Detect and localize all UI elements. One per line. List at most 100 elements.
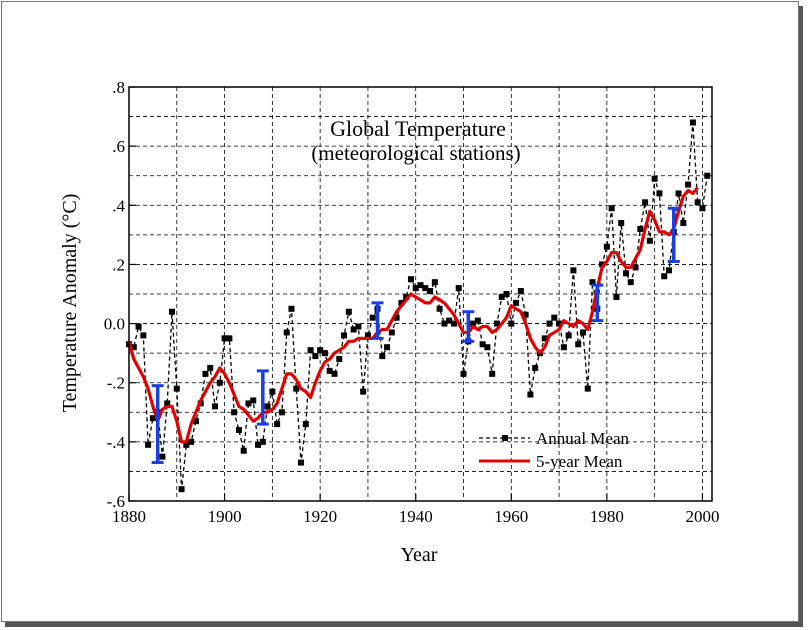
error-bars: [151, 206, 680, 465]
y-tick-label: .6: [112, 137, 125, 156]
annual-mean-point: [149, 415, 156, 422]
annual-mean-point: [336, 356, 343, 363]
annual-mean-point: [250, 397, 257, 404]
annual-mean-point: [685, 181, 692, 188]
annual-mean-point: [680, 220, 687, 227]
annual-mean-point: [169, 308, 176, 315]
annual-mean-point: [532, 364, 539, 371]
y-tick-label: .4: [112, 196, 125, 215]
annual-mean-point: [656, 190, 663, 197]
annual-mean-point: [584, 385, 591, 392]
annual-mean-point: [317, 347, 324, 354]
annual-mean-point: [417, 282, 424, 289]
annual-mean-point: [360, 388, 367, 395]
annual-mean-point: [622, 270, 629, 277]
y-tick-label: 0.0: [104, 315, 125, 334]
annual-mean-point: [298, 459, 305, 466]
annual-mean-point: [159, 453, 166, 460]
annual-mean-point: [513, 299, 520, 306]
annual-mean-point: [522, 311, 529, 318]
five-year-mean-line: [127, 186, 699, 444]
annual-mean-point: [326, 367, 333, 374]
annual-mean-point: [460, 370, 467, 377]
annual-mean-point: [689, 119, 696, 126]
five-year-mean-series: [127, 186, 699, 444]
annual-mean-point: [384, 344, 391, 351]
annual-mean-point: [508, 320, 515, 327]
annual-mean-point: [188, 438, 195, 445]
annual-mean-point: [517, 288, 524, 295]
legend-annual-label: Annual Mean: [536, 429, 630, 448]
annual-mean-point: [312, 353, 319, 360]
annual-mean-point: [565, 332, 572, 339]
annual-mean-point: [259, 438, 266, 445]
annual-mean-point: [642, 199, 649, 206]
x-axis-label: Year: [401, 544, 438, 566]
annual-mean-point: [350, 326, 357, 333]
annual-mean-point: [364, 332, 371, 339]
annual-mean-point: [556, 320, 563, 327]
annual-mean-point: [551, 314, 558, 321]
annual-mean-point: [479, 341, 486, 348]
annual-mean-point: [613, 293, 620, 300]
y-tick-label: .2: [112, 255, 125, 274]
chart-title: Global Temperature: [330, 116, 506, 141]
annual-mean-point: [704, 172, 711, 179]
y-axis-label: Temperature Anomaly (°C): [59, 194, 81, 413]
annual-mean-point: [221, 335, 228, 342]
annual-mean-point: [665, 267, 672, 274]
annual-mean-point: [212, 403, 219, 410]
error-bar: [591, 283, 604, 323]
y-tick-label: -.6: [107, 492, 125, 511]
annual-mean-point: [436, 305, 443, 312]
error-bar: [371, 301, 384, 340]
annual-mean-point: [293, 385, 300, 392]
annual-mean-point: [341, 332, 348, 339]
annual-mean-point: [202, 370, 209, 377]
annual-mean-point: [407, 276, 414, 283]
annual-mean-point: [235, 427, 242, 434]
annual-mean-point: [455, 285, 462, 292]
annual-mean-point: [231, 409, 238, 416]
chart-subtitle: (meteorological stations): [311, 141, 520, 165]
annual-mean-point: [422, 285, 429, 292]
y-ticks: -.6 -.4 -.2 0.0 .2 .4 .6 .8: [104, 78, 136, 511]
annual-mean-point: [446, 317, 453, 324]
grid: [129, 87, 712, 501]
figure-frame: [1, 1, 799, 622]
annual-mean-point: [403, 293, 410, 300]
annual-mean-point: [226, 335, 233, 342]
annual-mean-point: [388, 329, 395, 336]
annual-mean-point: [651, 175, 658, 182]
x-tick-label: 1900: [208, 507, 242, 526]
annual-mean-point: [484, 344, 491, 351]
annual-mean-point: [412, 285, 419, 292]
annual-mean-point: [145, 441, 152, 448]
annual-mean-point: [560, 344, 567, 351]
annual-mean-point: [589, 279, 596, 286]
annual-mean-point: [599, 261, 606, 268]
error-bar: [667, 206, 680, 263]
annual-mean-point: [503, 291, 510, 297]
y-tick-label: .8: [112, 78, 125, 97]
annual-mean-point: [164, 400, 171, 407]
legend-annual-marker: [502, 435, 508, 441]
error-bar: [256, 369, 269, 426]
annual-mean-point: [288, 305, 295, 312]
annual-mean-point: [627, 279, 634, 286]
annual-mean-point: [192, 418, 199, 425]
annual-mean-point: [632, 264, 639, 271]
annual-mean-point: [183, 441, 190, 448]
error-bar: [151, 384, 164, 465]
annual-mean-point: [307, 347, 314, 354]
annual-mean-point: [441, 320, 448, 327]
error-bar: [462, 310, 475, 343]
annual-mean-point: [575, 341, 582, 348]
annual-mean-point: [398, 299, 405, 306]
annual-mean-point: [431, 279, 438, 286]
annual-mean-point: [699, 205, 706, 212]
annual-mean-point: [278, 409, 285, 416]
annual-mean-point: [637, 225, 644, 232]
annual-mean-point: [207, 364, 214, 371]
